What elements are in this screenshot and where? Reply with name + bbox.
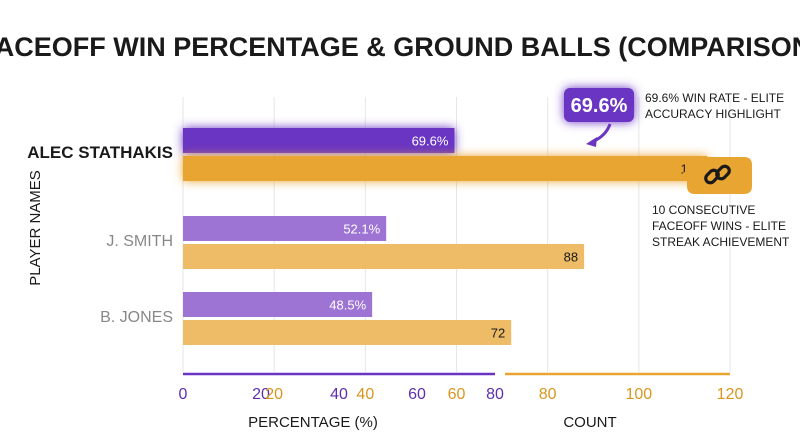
y-axis-label: PLAYER NAMES (27, 170, 44, 286)
x-axis-label-count: COUNT (563, 414, 616, 431)
data-label-percentage: 69.6% (412, 134, 449, 149)
streak-note-line: FACEOFF WINS - ELITE (652, 219, 786, 233)
bar-percentage (183, 128, 455, 153)
win-rate-note-line: 69.6% WIN RATE - ELITE (645, 91, 784, 105)
data-label-percentage: 52.1% (343, 222, 380, 237)
tick-label-count: 100 (625, 386, 652, 403)
streak-note: 10 CONSECUTIVE FACEOFF WINS - ELITE STRE… (652, 203, 790, 249)
category-label: ALEC STATHAKIS (27, 143, 173, 162)
tick-label-count: 120 (717, 386, 744, 403)
streak-note-line: STREAK ACHIEVEMENT (652, 235, 790, 249)
data-label-percentage: 48.5% (329, 298, 366, 313)
win-rate-badge-text: 69.6% (571, 95, 628, 117)
win-rate-badge-box (564, 88, 634, 122)
win-rate-badge: 69.6% (564, 88, 634, 147)
win-rate-note-line: ACCURACY HIGHLIGHT (645, 107, 781, 121)
data-label-count: 88 (564, 250, 578, 265)
data-label-count: 72 (491, 326, 505, 341)
tick-label-percentage: 20 (252, 386, 270, 403)
bar-percentage (183, 292, 373, 317)
tick-label-percentage: 40 (330, 386, 348, 403)
category-labels: ALEC STATHAKIS J. SMITH B. JONES (27, 143, 173, 326)
chart-title: FACEOFF WIN PERCENTAGE & GROUND BALLS (C… (0, 32, 800, 62)
tick-label-count: 60 (448, 386, 466, 403)
axes-layer: 0 20 40 60 80 20 40 60 80 100 120 PERCENTAGE (%) COU… (179, 372, 744, 431)
streak-note-line: 10 CONSECUTIVE (652, 203, 755, 217)
tick-label-count: 20 (265, 386, 283, 403)
win-rate-note: 69.6% WIN RATE - ELITE ACCURACY HIGHLIGH… (645, 91, 788, 121)
x-axis-label-percentage: PERCENTAGE (%) (248, 414, 378, 431)
category-label: J. SMITH (106, 233, 173, 250)
link-chain-icon (704, 164, 731, 185)
bar-count (183, 244, 585, 269)
bar-count (183, 156, 708, 181)
streak-callout (680, 157, 752, 194)
tick-label-percentage: 0 (179, 386, 188, 403)
category-label: B. JONES (100, 309, 173, 326)
win-rate-arrowhead (586, 137, 597, 147)
bar-percentage (183, 216, 387, 241)
tick-label-percentage: 60 (408, 386, 426, 403)
tick-label-count: 80 (539, 386, 557, 403)
bar-count (183, 320, 512, 345)
tick-label-percentage: 80 (486, 386, 504, 403)
tick-label-count: 40 (356, 386, 374, 403)
